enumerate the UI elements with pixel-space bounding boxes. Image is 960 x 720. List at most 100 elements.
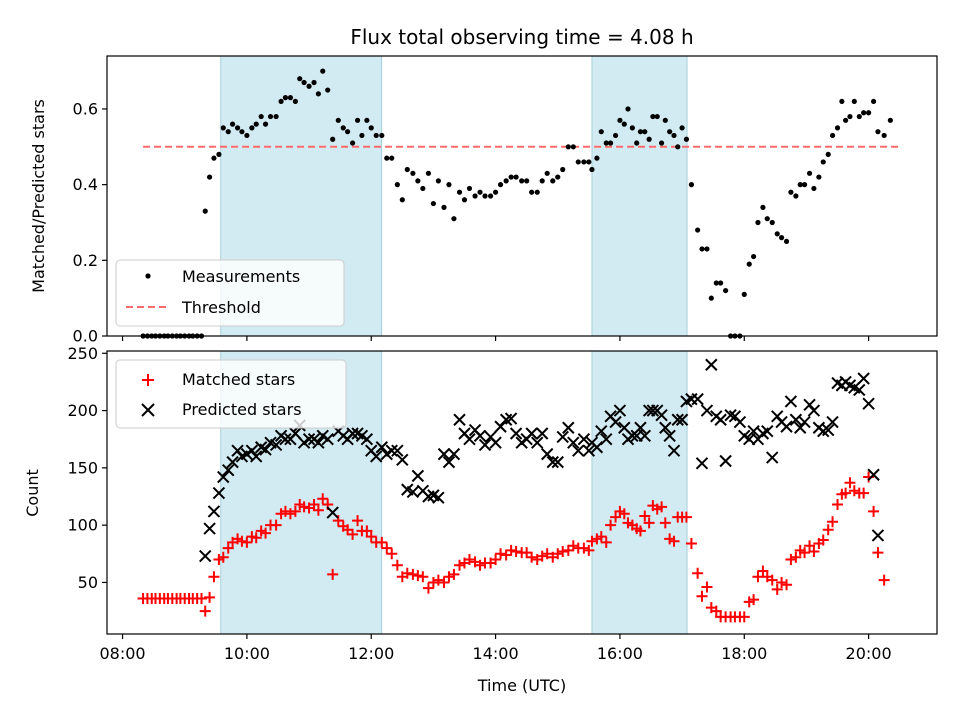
predicted-star-point bbox=[634, 421, 647, 434]
predicted-star-point bbox=[203, 522, 216, 535]
measurement-point bbox=[529, 189, 535, 195]
measurement-point bbox=[671, 132, 677, 139]
matched-star-point bbox=[490, 554, 502, 566]
predicted-star-point bbox=[655, 408, 668, 422]
measurement-point bbox=[544, 170, 550, 176]
predicted-star-point bbox=[504, 412, 518, 425]
matched-star-point bbox=[738, 611, 750, 623]
matched-star-point bbox=[692, 567, 704, 579]
measurement-point bbox=[267, 113, 274, 120]
measurement-point bbox=[335, 117, 341, 123]
matched-star-point bbox=[376, 536, 388, 548]
matched-star-point bbox=[748, 594, 760, 606]
measurement-point bbox=[519, 178, 525, 184]
predicted-star-point bbox=[582, 444, 596, 457]
matched-star-point bbox=[289, 505, 301, 517]
matched-star-point bbox=[298, 501, 310, 513]
bottom-y-axis: 50 100 150 200 250 bbox=[67, 344, 107, 592]
measurement-point bbox=[783, 238, 790, 245]
matched-star-point bbox=[365, 531, 377, 543]
predicted-star-point bbox=[250, 450, 263, 463]
predicted-star-point bbox=[766, 451, 779, 464]
measurement-point bbox=[750, 253, 757, 260]
matched-star-point bbox=[605, 519, 617, 531]
predicted-star-point bbox=[406, 485, 420, 499]
predicted-star-point bbox=[556, 430, 569, 444]
matched-star-point bbox=[199, 605, 211, 617]
matched-star-point bbox=[407, 568, 419, 580]
matched-star-point bbox=[790, 551, 802, 563]
top-y-axis-label: Matched/Predicted stars bbox=[29, 99, 48, 293]
predicted-star-point bbox=[798, 415, 811, 429]
predicted-star-point bbox=[432, 491, 445, 504]
matched-star-point bbox=[474, 559, 486, 571]
predicted-star-point bbox=[595, 424, 608, 438]
measurement-point bbox=[550, 178, 556, 184]
matched-star-point bbox=[785, 554, 797, 566]
measurement-point bbox=[389, 155, 395, 161]
x-axis-label: Time (UTC) bbox=[477, 676, 566, 695]
measurement-point bbox=[202, 208, 208, 214]
x-tick-label: 10:00 bbox=[224, 644, 270, 663]
matched-star-point bbox=[634, 525, 646, 537]
predicted-star-point bbox=[747, 424, 760, 438]
measurement-point bbox=[330, 136, 336, 142]
predicted-star-point bbox=[871, 529, 885, 542]
matched-star-point bbox=[448, 568, 460, 580]
shaded-interval bbox=[591, 55, 688, 337]
matched-star-point bbox=[844, 477, 856, 489]
measurement-point bbox=[394, 182, 400, 188]
matched-star-point bbox=[510, 546, 522, 558]
measurement-point bbox=[415, 178, 421, 184]
measurement-point bbox=[456, 189, 463, 195]
matched-star-point bbox=[443, 571, 455, 583]
predicted-star-point bbox=[862, 397, 875, 410]
measurement-point bbox=[461, 197, 468, 203]
matched-star-point bbox=[260, 527, 272, 539]
predicted-star-point bbox=[646, 404, 660, 417]
measurement-point bbox=[793, 193, 799, 199]
y-tick-label: 0.6 bbox=[73, 99, 98, 118]
measurement-point bbox=[349, 140, 356, 146]
measurement-point bbox=[667, 129, 673, 135]
measurement-point bbox=[225, 129, 231, 135]
matched-star-point bbox=[417, 571, 429, 583]
measurement-point bbox=[881, 132, 887, 139]
predicted-star-point bbox=[572, 444, 585, 457]
matched-star-point bbox=[208, 571, 220, 583]
predicted-star-point bbox=[691, 392, 704, 406]
predicted-star-point bbox=[453, 413, 466, 426]
measurement-point bbox=[625, 106, 631, 112]
matched-star-point bbox=[639, 510, 651, 522]
predicted-star-point bbox=[212, 486, 226, 500]
shaded-interval bbox=[591, 350, 688, 635]
measurement-point bbox=[870, 98, 877, 105]
predicted-star-point bbox=[535, 427, 549, 440]
measurement-point bbox=[345, 129, 351, 135]
predicted-star-point bbox=[784, 395, 798, 408]
matched-star-point bbox=[832, 499, 844, 511]
matched-star-point bbox=[848, 485, 860, 497]
matched-star-point bbox=[840, 487, 852, 499]
matched-star-point bbox=[578, 542, 590, 554]
matched-star-point bbox=[827, 516, 839, 528]
measurement-point bbox=[746, 261, 752, 267]
y-tick-label: 150 bbox=[67, 458, 98, 477]
matched-star-point bbox=[878, 574, 890, 586]
bottom-x-axis: 08:00 10:00 12:00 14:00 16:00 18:00 20:00 bbox=[99, 634, 892, 663]
matched-star-point bbox=[600, 536, 612, 548]
measurement-point bbox=[292, 98, 298, 105]
measurement-point bbox=[320, 68, 326, 74]
predicted-star-point bbox=[853, 383, 866, 397]
matched-star-point bbox=[610, 511, 622, 523]
measurement-point bbox=[451, 216, 457, 222]
measurement-point bbox=[825, 151, 831, 157]
matched-star-point bbox=[595, 531, 607, 543]
predicted-star-point bbox=[217, 470, 230, 484]
measurement-point bbox=[287, 95, 294, 101]
matched-star-point bbox=[804, 540, 816, 552]
measurement-point bbox=[534, 189, 540, 195]
measurement-point bbox=[646, 136, 652, 142]
measurement-point bbox=[220, 125, 226, 131]
